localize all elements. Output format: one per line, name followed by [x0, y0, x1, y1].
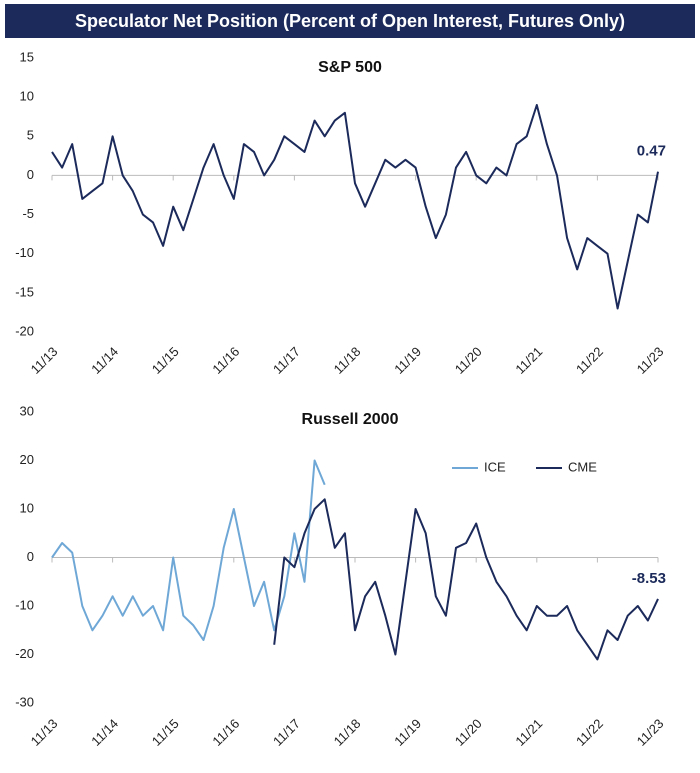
x-tick-label: 11/13 [28, 344, 61, 377]
x-tick-label: 11/14 [88, 716, 121, 749]
x-tick-label: 11/22 [573, 716, 606, 749]
y-tick-label: 15 [20, 49, 34, 64]
value-label: 0.47 [637, 143, 666, 160]
x-tick-label: 11/14 [88, 344, 121, 377]
y-tick-label: 20 [20, 452, 34, 467]
y-tick-label: -10 [15, 245, 34, 260]
y-tick-label: 10 [20, 89, 34, 104]
chart-subtitle: S&P 500 [318, 59, 382, 76]
value-label: -8.53 [632, 570, 666, 587]
y-tick-label: -15 [15, 284, 34, 299]
x-tick-label: 11/23 [634, 344, 667, 377]
y-tick-label: -10 [15, 597, 34, 612]
page-title: Speculator Net Position (Percent of Open… [75, 11, 625, 31]
y-tick-label: 30 [20, 403, 34, 418]
y-tick-label: -30 [15, 694, 34, 709]
x-tick-label: 11/15 [149, 344, 182, 377]
x-tick-label: 11/20 [452, 344, 485, 377]
x-tick-label: 11/17 [270, 344, 303, 377]
legend-label: CME [568, 459, 597, 474]
x-tick-label: 11/15 [149, 716, 182, 749]
y-tick-label: 0 [27, 167, 34, 182]
y-tick-label: -20 [15, 646, 34, 661]
x-tick-label: 11/22 [573, 344, 606, 377]
chart-subtitle: Russell 2000 [302, 411, 399, 428]
x-tick-label: 11/13 [28, 716, 61, 749]
x-tick-label: 11/18 [331, 716, 364, 749]
x-tick-label: 11/16 [209, 344, 242, 377]
title-bar [5, 4, 695, 38]
y-tick-label: 5 [27, 128, 34, 143]
series-line [273, 498, 659, 661]
y-tick-label: -20 [15, 323, 34, 338]
x-tick-label: 11/16 [209, 716, 242, 749]
x-tick-label: 11/21 [512, 716, 545, 749]
x-tick-label: 11/19 [391, 344, 424, 377]
x-tick-label: 11/20 [452, 716, 485, 749]
series-line [51, 459, 326, 641]
y-tick-label: 0 [27, 549, 34, 564]
x-tick-label: 11/21 [512, 344, 545, 377]
x-tick-label: 11/19 [391, 716, 424, 749]
series-line [51, 104, 659, 310]
legend-label: ICE [484, 459, 506, 474]
y-tick-label: -5 [22, 206, 34, 221]
x-tick-label: 11/23 [634, 716, 667, 749]
y-tick-label: 10 [20, 500, 34, 515]
x-tick-label: 11/18 [331, 344, 364, 377]
x-tick-label: 11/17 [270, 716, 303, 749]
